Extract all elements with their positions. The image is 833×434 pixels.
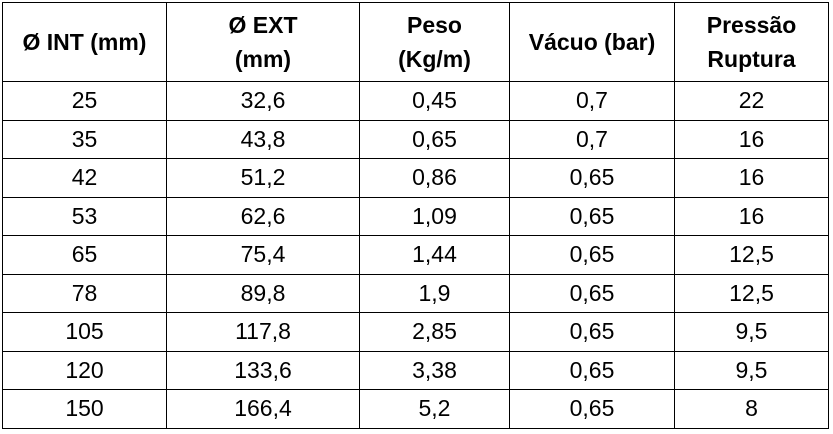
table-row: 42 51,2 0,86 0,65 16 xyxy=(2,158,829,198)
table-row: 65 75,4 1,44 0,65 12,5 xyxy=(2,235,829,275)
table-row: 78 89,8 1,9 0,65 12,5 xyxy=(2,273,829,313)
cell-inner-diameter: 25 xyxy=(2,81,167,121)
cell-weight: 0,45 xyxy=(359,81,510,121)
table-row: 150 166,4 5,2 0,65 8 xyxy=(2,389,829,429)
table-row: 120 133,6 3,38 0,65 9,5 xyxy=(2,350,829,390)
cell-outer-diameter: 62,6 xyxy=(166,196,360,236)
cell-outer-diameter: 51,2 xyxy=(166,158,360,198)
cell-outer-diameter: 32,6 xyxy=(166,81,360,121)
table-row: 35 43,8 0,65 0,7 16 xyxy=(2,119,829,159)
cell-inner-diameter: 105 xyxy=(2,312,167,352)
cell-outer-diameter: 75,4 xyxy=(166,235,360,275)
cell-inner-diameter: 150 xyxy=(2,389,167,429)
cell-outer-diameter: 166,4 xyxy=(166,389,360,429)
table-row: 105 117,8 2,85 0,65 9,5 xyxy=(2,312,829,352)
cell-burst-pressure: 22 xyxy=(674,81,829,121)
header-line: Ruptura xyxy=(707,46,796,72)
header-outer-diameter: Ø EXT (mm) xyxy=(166,2,360,82)
cell-weight: 5,2 xyxy=(359,389,510,429)
cell-vacuum: 0,7 xyxy=(509,81,675,121)
header-line: (Kg/m) xyxy=(398,46,471,72)
cell-vacuum: 0,65 xyxy=(509,196,675,236)
cell-vacuum: 0,65 xyxy=(509,312,675,352)
table-row: 53 62,6 1,09 0,65 16 xyxy=(2,196,829,236)
header-vacuum: Vácuo (bar) xyxy=(509,2,675,82)
cell-outer-diameter: 89,8 xyxy=(166,273,360,313)
cell-burst-pressure: 16 xyxy=(674,158,829,198)
cell-inner-diameter: 65 xyxy=(2,235,167,275)
header-row: Ø INT (mm) Ø EXT (mm) Peso (Kg/m) Vácuo … xyxy=(2,2,829,82)
cell-weight: 1,9 xyxy=(359,273,510,313)
cell-vacuum: 0,65 xyxy=(509,158,675,198)
cell-inner-diameter: 120 xyxy=(2,350,167,390)
header-line: Pressão xyxy=(706,12,797,38)
cell-outer-diameter: 133,6 xyxy=(166,350,360,390)
cell-burst-pressure: 12,5 xyxy=(674,273,829,313)
spec-table-container: Ø INT (mm) Ø EXT (mm) Peso (Kg/m) Vácuo … xyxy=(2,2,829,429)
cell-burst-pressure: 9,5 xyxy=(674,312,829,352)
header-line: Peso xyxy=(407,12,462,38)
cell-weight: 0,65 xyxy=(359,119,510,159)
hose-spec-table: Ø INT (mm) Ø EXT (mm) Peso (Kg/m) Vácuo … xyxy=(2,2,829,429)
table-header: Ø INT (mm) Ø EXT (mm) Peso (Kg/m) Vácuo … xyxy=(2,2,829,82)
cell-vacuum: 0,65 xyxy=(509,235,675,275)
cell-burst-pressure: 12,5 xyxy=(674,235,829,275)
cell-vacuum: 0,65 xyxy=(509,350,675,390)
cell-vacuum: 0,65 xyxy=(509,273,675,313)
header-line: (mm) xyxy=(234,46,292,72)
table-row: 25 32,6 0,45 0,7 22 xyxy=(2,81,829,121)
header-line: Ø EXT xyxy=(228,12,298,38)
cell-burst-pressure: 8 xyxy=(674,389,829,429)
cell-inner-diameter: 53 xyxy=(2,196,167,236)
header-inner-diameter: Ø INT (mm) xyxy=(2,2,167,82)
cell-weight: 0,86 xyxy=(359,158,510,198)
cell-outer-diameter: 43,8 xyxy=(166,119,360,159)
header-weight: Peso (Kg/m) xyxy=(359,2,510,82)
cell-weight: 1,44 xyxy=(359,235,510,275)
cell-inner-diameter: 42 xyxy=(2,158,167,198)
header-line: Ø INT (mm) xyxy=(22,29,147,55)
cell-inner-diameter: 78 xyxy=(2,273,167,313)
cell-burst-pressure: 16 xyxy=(674,196,829,236)
cell-inner-diameter: 35 xyxy=(2,119,167,159)
cell-weight: 2,85 xyxy=(359,312,510,352)
cell-weight: 1,09 xyxy=(359,196,510,236)
cell-burst-pressure: 16 xyxy=(674,119,829,159)
cell-vacuum: 0,7 xyxy=(509,119,675,159)
header-line: Vácuo (bar) xyxy=(528,29,656,55)
cell-vacuum: 0,65 xyxy=(509,389,675,429)
header-burst-pressure: Pressão Ruptura xyxy=(674,2,829,82)
cell-burst-pressure: 9,5 xyxy=(674,350,829,390)
cell-outer-diameter: 117,8 xyxy=(166,312,360,352)
cell-weight: 3,38 xyxy=(359,350,510,390)
table-body: 25 32,6 0,45 0,7 22 35 43,8 0,65 0,7 16 42 51,2 0,86… xyxy=(2,81,829,429)
